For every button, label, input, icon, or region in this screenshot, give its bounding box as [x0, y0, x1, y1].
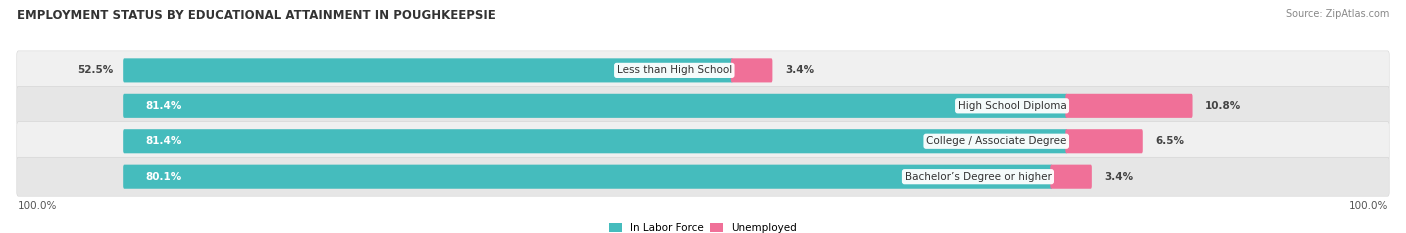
FancyBboxPatch shape	[124, 58, 733, 82]
Text: 100.0%: 100.0%	[1348, 201, 1388, 211]
FancyBboxPatch shape	[17, 86, 1389, 125]
Text: EMPLOYMENT STATUS BY EDUCATIONAL ATTAINMENT IN POUGHKEEPSIE: EMPLOYMENT STATUS BY EDUCATIONAL ATTAINM…	[17, 9, 496, 22]
FancyBboxPatch shape	[1066, 129, 1143, 153]
Text: Less than High School: Less than High School	[617, 65, 733, 75]
Text: Bachelor’s Degree or higher: Bachelor’s Degree or higher	[904, 172, 1052, 182]
FancyBboxPatch shape	[124, 94, 1067, 118]
Text: 3.4%: 3.4%	[785, 65, 814, 75]
Text: High School Diploma: High School Diploma	[957, 101, 1066, 111]
FancyBboxPatch shape	[1066, 94, 1192, 118]
Text: 10.8%: 10.8%	[1205, 101, 1241, 111]
FancyBboxPatch shape	[17, 51, 1389, 90]
FancyBboxPatch shape	[17, 157, 1389, 196]
Text: 80.1%: 80.1%	[145, 172, 181, 182]
FancyBboxPatch shape	[124, 165, 1053, 189]
Text: 81.4%: 81.4%	[145, 101, 181, 111]
FancyBboxPatch shape	[124, 129, 1067, 153]
FancyBboxPatch shape	[731, 58, 772, 82]
Legend: In Labor Force, Unemployed: In Labor Force, Unemployed	[605, 219, 801, 233]
Text: 100.0%: 100.0%	[18, 201, 58, 211]
Text: 6.5%: 6.5%	[1156, 136, 1184, 146]
Text: Source: ZipAtlas.com: Source: ZipAtlas.com	[1285, 9, 1389, 19]
FancyBboxPatch shape	[17, 122, 1389, 161]
Text: 81.4%: 81.4%	[145, 136, 181, 146]
Text: College / Associate Degree: College / Associate Degree	[927, 136, 1066, 146]
FancyBboxPatch shape	[1050, 165, 1092, 189]
Text: 52.5%: 52.5%	[77, 65, 114, 75]
Text: 3.4%: 3.4%	[1105, 172, 1133, 182]
